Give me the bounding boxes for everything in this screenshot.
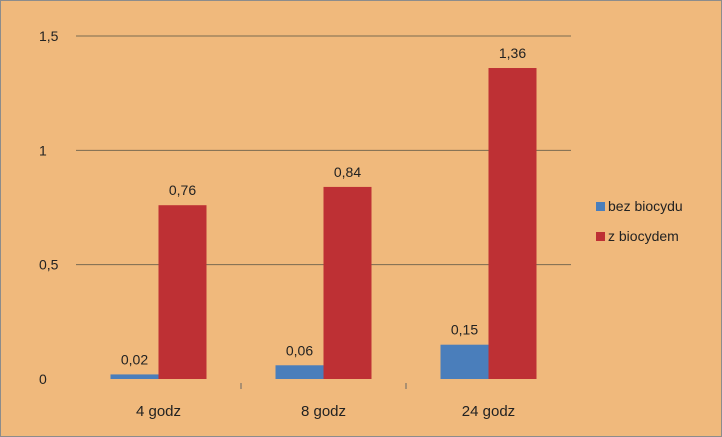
legend: bez biocydu z biocydem bbox=[596, 198, 683, 244]
bar-z-biocydem bbox=[323, 186, 372, 379]
data-labels: 0,02 0,76 0,06 0,84 0,15 1,36 bbox=[121, 45, 526, 367]
data-label: 0,76 bbox=[169, 182, 196, 198]
data-label: 0,06 bbox=[286, 342, 313, 358]
data-label: 1,36 bbox=[499, 45, 526, 61]
legend-swatch bbox=[596, 202, 605, 211]
y-tick-label: 0 bbox=[39, 371, 47, 387]
y-tick-label: 1 bbox=[39, 142, 47, 158]
bars bbox=[110, 68, 537, 379]
x-tick-label: 8 godz bbox=[301, 403, 346, 420]
data-label: 0,15 bbox=[451, 322, 478, 338]
legend-label: bez biocydu bbox=[608, 198, 683, 214]
bar-bez-biocydu bbox=[440, 344, 489, 379]
legend-swatch bbox=[596, 232, 605, 241]
axes: 0 0,5 1 1,5 4 godz 8 godz 24 godz bbox=[39, 28, 515, 420]
x-tick-label: 4 godz bbox=[136, 403, 181, 420]
y-tick-label: 1,5 bbox=[39, 28, 59, 44]
bar-z-biocydem bbox=[488, 68, 537, 379]
y-tick-label: 0,5 bbox=[39, 257, 59, 273]
data-label: 0,84 bbox=[334, 164, 361, 180]
bar-bez-biocydu bbox=[275, 365, 324, 379]
bar-bez-biocydu bbox=[110, 374, 159, 379]
data-label: 0,02 bbox=[121, 351, 148, 367]
legend-label: z biocydem bbox=[608, 228, 679, 244]
x-tick-label: 24 godz bbox=[462, 403, 515, 420]
bar-z-biocydem bbox=[158, 205, 207, 379]
